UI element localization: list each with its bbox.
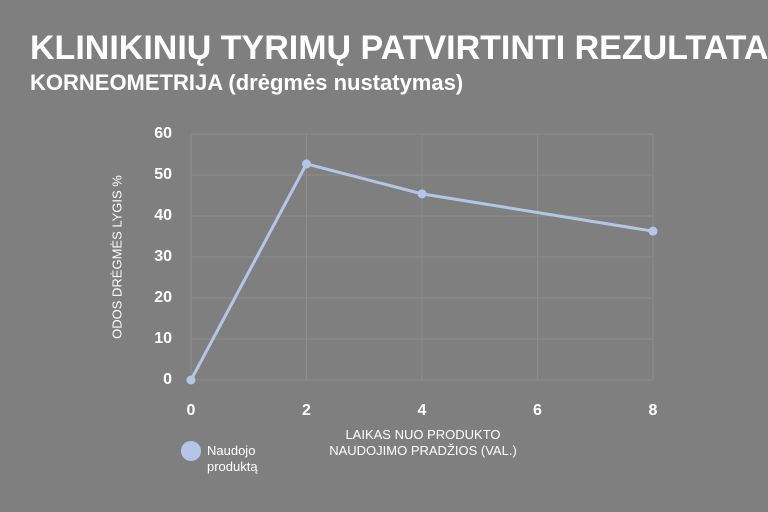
x-tick-label: 4	[418, 402, 427, 419]
y-tick-label: 60	[154, 125, 172, 142]
legend-marker	[181, 441, 201, 461]
y-axis-label: ODOS DRĖGMĖS LYGIS %	[109, 175, 124, 339]
y-tick-label: 10	[154, 330, 172, 347]
x-tick-label: 8	[649, 402, 658, 419]
chart-title: KLINIKINIŲ TYRIMŲ PATVIRTINTI REZULTATAI	[30, 29, 768, 67]
y-tick-label: 0	[163, 371, 172, 388]
y-tick-label: 30	[154, 248, 172, 265]
data-point	[417, 189, 427, 199]
x-tick-label: 6	[533, 402, 542, 419]
data-point	[648, 226, 658, 236]
data-point	[186, 375, 196, 385]
legend-label: Naudojo produktą	[207, 443, 258, 474]
x-tick-label: 0	[187, 402, 196, 419]
x-axis-label: LAIKAS NUO PRODUKTO NAUDOJIMO PRADŽIOS (…	[329, 427, 517, 458]
chart-subtitle: KORNEOMETRIJA (drėgmės nustatymas)	[30, 70, 463, 95]
y-tick-label: 20	[154, 289, 172, 306]
data-point	[302, 159, 311, 169]
y-tick-label: 50	[154, 166, 172, 183]
x-tick-label: 2	[302, 402, 311, 419]
y-tick-label: 40	[154, 207, 172, 224]
data-line	[189, 162, 654, 381]
